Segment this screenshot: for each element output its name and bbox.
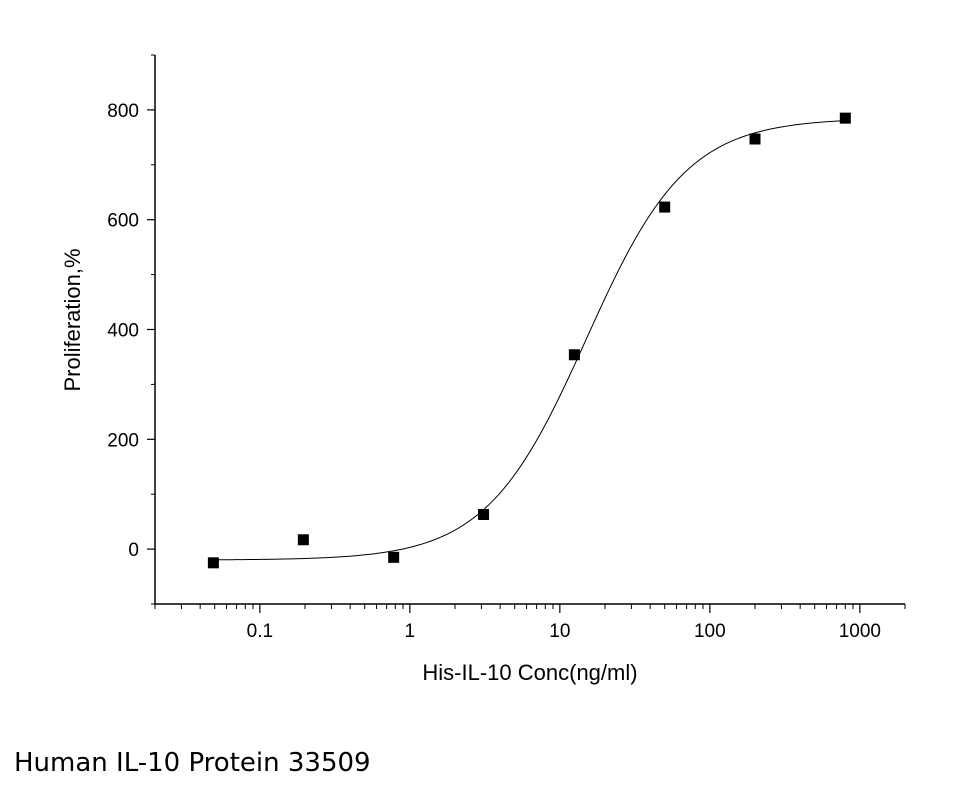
y-tick-label: 800 <box>107 101 139 122</box>
y-tick-label: 200 <box>107 430 139 451</box>
data-point <box>749 133 761 145</box>
data-point <box>568 349 580 361</box>
y-axis-ticks: 0 200 400 600 800 <box>107 54 155 605</box>
data-points <box>207 112 851 569</box>
fit-curve <box>213 120 846 561</box>
data-point <box>297 534 309 546</box>
x-axis-ticks: 0.1 1 10 100 1000 <box>154 604 906 642</box>
y-tick-label: 600 <box>107 211 139 232</box>
y-tick-label: 0 <box>128 540 139 561</box>
x-axis-title: His-IL-10 Conc(ng/ml) <box>422 660 637 685</box>
data-point <box>839 112 851 124</box>
data-point <box>659 201 671 213</box>
x-tick-label: 10 <box>549 621 570 642</box>
x-tick-label: 0.1 <box>247 621 273 642</box>
chart: 0 200 400 600 800 0.1 1 10 100 1000 His-IL-10 Co… <box>60 54 906 685</box>
x-tick-label: 1 <box>405 621 416 642</box>
y-axis-title: Proliferation,% <box>60 248 85 391</box>
x-tick-label: 1000 <box>839 621 881 642</box>
figure-caption: Human IL-10 Protein 33509 <box>14 748 371 778</box>
data-point <box>478 509 490 521</box>
data-point <box>388 551 400 563</box>
axes <box>154 55 905 605</box>
data-point <box>207 557 219 569</box>
y-tick-label: 400 <box>107 321 139 342</box>
x-tick-label: 100 <box>694 621 726 642</box>
